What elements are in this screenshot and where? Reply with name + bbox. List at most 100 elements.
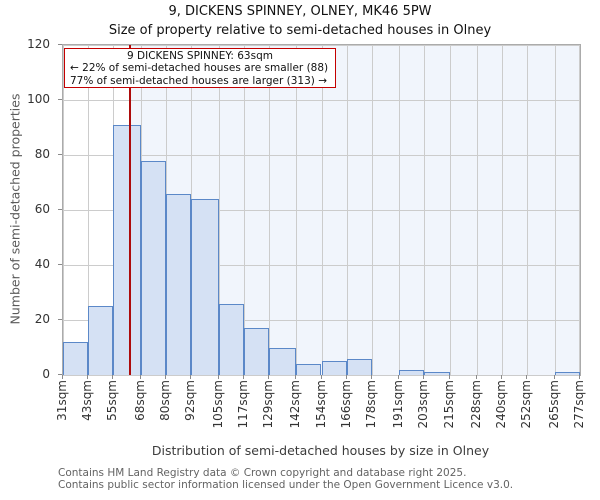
x-tick-label: 203sqm [416, 380, 431, 429]
y-tick [58, 44, 62, 45]
gridline [346, 45, 348, 375]
x-tick-label: 265sqm [546, 380, 561, 429]
x-tick [87, 375, 89, 379]
y-tick [58, 319, 62, 320]
x-tick-label: 31sqm [55, 380, 69, 421]
x-tick [320, 375, 322, 379]
x-tick [164, 375, 166, 379]
x-tick [62, 375, 63, 379]
gridline [371, 45, 373, 375]
x-tick-label: 142sqm [288, 380, 303, 429]
annotation-line-2: ← 22% of semi-detached houses are smalle… [70, 62, 329, 75]
gridline [63, 375, 580, 376]
histogram-bar [268, 347, 297, 375]
x-tick-label: 105sqm [210, 380, 225, 429]
gridline [63, 45, 64, 375]
y-tick-label: 80 [34, 147, 50, 161]
histogram-bar [424, 372, 450, 375]
histogram-bar [165, 193, 192, 375]
x-tick [501, 375, 503, 379]
gridline [218, 45, 220, 375]
x-tick-label: 68sqm [132, 380, 147, 421]
x-tick-label: 43sqm [80, 380, 95, 421]
x-tick [217, 375, 219, 379]
y-tick [58, 209, 62, 210]
histogram-bar [346, 358, 372, 375]
y-tick [58, 264, 62, 265]
y-tick [58, 99, 62, 100]
y-tick-label: 60 [34, 202, 50, 216]
histogram-bar [218, 303, 244, 375]
histogram-bar [63, 342, 89, 375]
annotation-line-1: 9 DICKENS SPINNEY: 63sqm [127, 50, 273, 62]
histogram-bar [243, 328, 269, 375]
gridline [243, 45, 245, 375]
plot-area [62, 44, 581, 376]
histogram-bar [321, 361, 347, 375]
x-tick-label: 252sqm [519, 380, 534, 429]
y-tick-label: 0 [42, 367, 50, 381]
x-tick [398, 375, 400, 379]
annotation-line-3: 77% of semi-detached houses are larger (… [70, 74, 327, 87]
histogram-bar [296, 364, 322, 375]
x-tick [476, 375, 478, 379]
chart-subtitle: Size of property relative to semi-detach… [108, 23, 492, 38]
x-tick [423, 375, 425, 379]
gridline [424, 45, 426, 375]
annotation-box: 9 DICKENS SPINNEY: 63sqm ← 22% of semi-d… [64, 48, 336, 88]
y-tick-label: 100 [27, 92, 50, 106]
gridline [88, 45, 90, 375]
x-tick-label: 215sqm [441, 380, 456, 429]
x-tick [448, 375, 450, 379]
x-tick [267, 375, 269, 379]
gridline [296, 45, 298, 375]
x-tick-label: 80sqm [157, 380, 172, 421]
x-tick [345, 375, 347, 379]
histogram-bar [140, 160, 166, 375]
y-tick-label: 120 [27, 37, 50, 51]
x-tick-label: 240sqm [494, 380, 509, 429]
x-tick [579, 375, 580, 379]
x-tick [190, 375, 192, 379]
x-tick-label: 55sqm [105, 380, 120, 421]
x-tick [553, 375, 555, 379]
y-tick [58, 154, 62, 155]
gridline [579, 45, 580, 375]
gridline [449, 45, 451, 375]
x-tick [370, 375, 372, 379]
gridline [502, 45, 504, 375]
x-tick [112, 375, 114, 379]
gridline [268, 45, 270, 375]
x-tick [295, 375, 297, 379]
x-tick-label: 166sqm [338, 380, 353, 429]
x-tick [242, 375, 244, 379]
chart-title: 9, DICKENS SPINNEY, OLNEY, MK46 5PW [168, 4, 432, 19]
footer-attribution-2: Contains public sector information licen… [58, 479, 514, 491]
x-tick [139, 375, 141, 379]
x-tick-label: 228sqm [469, 380, 484, 429]
x-tick-label: 178sqm [363, 380, 378, 429]
gridline [321, 45, 323, 375]
x-tick [526, 375, 528, 379]
histogram-bar [113, 124, 141, 375]
gridline [399, 45, 401, 375]
gridline [477, 45, 479, 375]
histogram-bar [88, 306, 114, 375]
histogram-bar [191, 199, 219, 375]
histogram-bar [554, 372, 580, 375]
y-tick-label: 20 [34, 312, 50, 326]
x-axis-label: Distribution of semi-detached houses by … [151, 443, 490, 458]
y-tick-label: 40 [34, 257, 50, 271]
histogram-bar [399, 369, 425, 375]
gridline [554, 45, 556, 375]
x-tick-label: 277sqm [572, 380, 586, 429]
x-tick-label: 92sqm [183, 380, 198, 421]
x-tick-label: 191sqm [391, 380, 406, 429]
x-tick-label: 154sqm [313, 380, 328, 429]
x-tick-label: 117sqm [235, 380, 250, 429]
x-tick-label: 129sqm [260, 380, 275, 429]
gridline [527, 45, 529, 375]
y-tick [58, 374, 62, 375]
footer-attribution-1: Contains HM Land Registry data © Crown c… [58, 467, 467, 479]
